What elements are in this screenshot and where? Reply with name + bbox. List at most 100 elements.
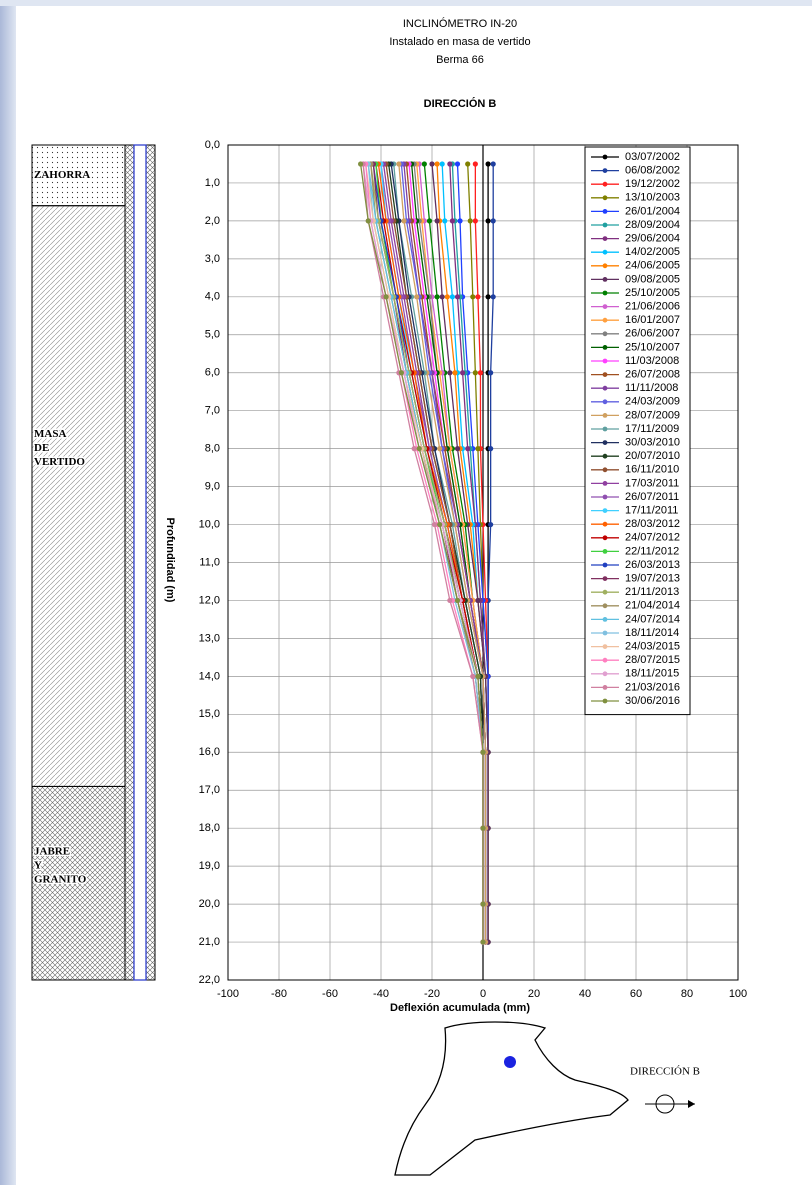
page: {"chart_data": {"type": "line", "title":… xyxy=(0,0,812,1185)
legend-label: 24/03/2015 xyxy=(625,641,680,653)
data-point xyxy=(427,218,432,223)
legend-label: 21/04/2014 xyxy=(625,600,680,612)
legend-marker xyxy=(603,223,608,228)
y-tick-label: 13,0 xyxy=(199,632,220,644)
legend-marker xyxy=(603,685,608,690)
data-point xyxy=(473,218,478,223)
legend-marker xyxy=(603,345,608,350)
y-tick-label: 20,0 xyxy=(199,898,220,910)
data-point xyxy=(460,370,465,375)
legend-marker xyxy=(603,467,608,472)
legend-label: 30/03/2010 xyxy=(625,437,680,449)
data-point xyxy=(452,370,457,375)
legend-label: 24/03/2009 xyxy=(625,396,680,408)
sketch-point xyxy=(504,1056,516,1068)
legend-marker xyxy=(603,699,608,704)
data-point xyxy=(417,446,422,451)
x-tick-label: -100 xyxy=(217,988,239,1000)
legend-marker xyxy=(603,481,608,486)
data-point xyxy=(450,218,455,223)
legend-label: 17/03/2011 xyxy=(625,477,679,489)
data-point xyxy=(473,370,478,375)
legend-marker xyxy=(603,182,608,187)
data-point xyxy=(440,294,445,299)
legend-label: 24/07/2012 xyxy=(625,532,680,544)
data-point xyxy=(401,218,406,223)
x-tick-label: 0 xyxy=(480,988,486,1000)
legend-label: 17/11/2011 xyxy=(625,505,678,517)
data-point xyxy=(450,294,455,299)
legend-marker xyxy=(603,250,608,255)
data-point xyxy=(470,294,475,299)
chart-subtitle: Berma 66 xyxy=(436,54,484,66)
data-point xyxy=(366,218,371,223)
legend-label: 03/07/2002 xyxy=(625,151,680,163)
data-point xyxy=(412,446,417,451)
data-point xyxy=(437,522,442,527)
legend-label: 11/03/2008 xyxy=(625,355,679,367)
legend-label: 09/08/2005 xyxy=(625,273,680,285)
legend-label: 26/03/2013 xyxy=(625,559,680,571)
data-point xyxy=(475,294,480,299)
y-axis-label: Profundidad (m) xyxy=(164,518,176,603)
legend-marker xyxy=(603,399,608,404)
legend-marker xyxy=(603,359,608,364)
legend-label: 28/07/2009 xyxy=(625,409,680,421)
legend-marker xyxy=(603,590,608,595)
legend-label: 25/10/2007 xyxy=(625,341,680,353)
legend-marker xyxy=(603,631,608,636)
legend-marker xyxy=(603,522,608,527)
x-tick-label: 100 xyxy=(729,988,747,1000)
legend-label: 21/11/2013 xyxy=(625,586,679,598)
legend-marker xyxy=(603,427,608,432)
stratum-label: GRANITO xyxy=(34,874,87,886)
legend-marker xyxy=(603,195,608,200)
data-point xyxy=(491,218,496,223)
data-point xyxy=(488,370,493,375)
y-tick-label: 3,0 xyxy=(205,253,220,265)
data-point xyxy=(468,218,473,223)
x-tick-label: -80 xyxy=(271,988,287,1000)
legend-label: 26/07/2011 xyxy=(625,491,679,503)
legend-marker xyxy=(603,263,608,268)
data-point xyxy=(447,161,452,166)
x-tick-label: 60 xyxy=(630,988,642,1000)
direction-label: DIRECCIÓN B xyxy=(630,1066,700,1078)
legend-label: 29/06/2004 xyxy=(625,233,680,245)
legend-label: 11/11/2008 xyxy=(625,382,678,394)
casing-tube xyxy=(134,145,146,980)
legend-marker xyxy=(603,155,608,160)
y-tick-label: 6,0 xyxy=(205,367,220,379)
legend-marker xyxy=(603,658,608,663)
legend-label: 16/11/2010 xyxy=(625,464,679,476)
data-point xyxy=(435,218,440,223)
legend-marker xyxy=(603,386,608,391)
legend-label: 18/11/2014 xyxy=(625,627,679,639)
data-point xyxy=(437,446,442,451)
x-tick-label: 40 xyxy=(579,988,591,1000)
legend-marker xyxy=(603,277,608,282)
legend-marker xyxy=(603,454,608,459)
legend-marker xyxy=(603,671,608,676)
data-point xyxy=(422,161,427,166)
data-point xyxy=(435,161,440,166)
data-point xyxy=(475,674,480,679)
legend-label: 22/11/2012 xyxy=(625,545,679,557)
chart-subtitle: Instalado en masa de vertido xyxy=(389,36,530,48)
legend-marker xyxy=(603,603,608,608)
data-point xyxy=(470,674,475,679)
data-point xyxy=(396,161,401,166)
data-point xyxy=(435,294,440,299)
legend-marker xyxy=(603,576,608,581)
page-top-edge xyxy=(0,0,812,6)
data-point xyxy=(491,161,496,166)
data-point xyxy=(442,218,447,223)
legend-label: 28/09/2004 xyxy=(625,219,680,231)
y-tick-label: 11,0 xyxy=(199,556,220,568)
legend-marker xyxy=(603,372,608,377)
stratum-label: DE xyxy=(34,442,49,454)
legend-label: 26/06/2007 xyxy=(625,328,680,340)
legend-label: 25/10/2005 xyxy=(625,287,680,299)
data-point xyxy=(491,294,496,299)
legend-label: 26/01/2004 xyxy=(625,205,680,217)
